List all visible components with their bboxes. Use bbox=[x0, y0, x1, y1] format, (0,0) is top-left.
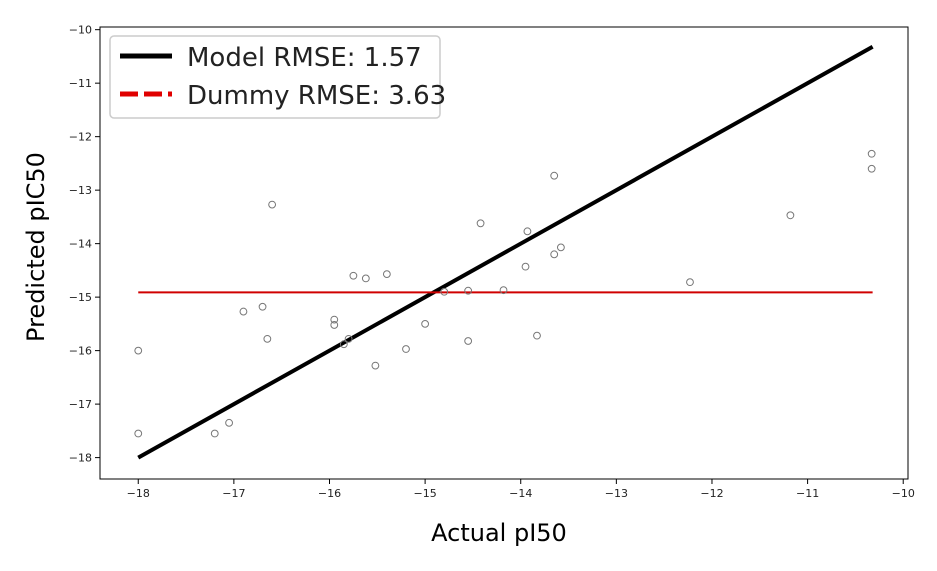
x-tick-label: −17 bbox=[222, 487, 245, 500]
data-point bbox=[421, 319, 430, 328]
y-tick-label: −13 bbox=[69, 184, 92, 197]
x-tick-label: −12 bbox=[700, 487, 723, 500]
data-point bbox=[330, 315, 339, 324]
data-point bbox=[533, 331, 541, 340]
data-point bbox=[440, 287, 449, 296]
data-point bbox=[268, 200, 277, 209]
y-axis-ticks: −18 −17 −16 −15 −14 −13 −12 −11 −10 bbox=[69, 24, 100, 465]
data-point bbox=[210, 429, 219, 438]
x-tick-label: −13 bbox=[605, 487, 628, 500]
data-point bbox=[521, 262, 530, 271]
data-point bbox=[464, 286, 473, 295]
data-point bbox=[361, 274, 370, 283]
y-tick-label: −12 bbox=[69, 131, 92, 144]
y-tick-label: −16 bbox=[69, 345, 92, 358]
data-point bbox=[349, 271, 358, 280]
y-axis-title: Predicted pIC50 bbox=[22, 152, 50, 342]
y-tick-label: −10 bbox=[69, 24, 92, 37]
x-tick-label: −14 bbox=[509, 487, 532, 500]
data-point bbox=[550, 250, 559, 259]
x-tick-label: −10 bbox=[892, 487, 915, 500]
data-point bbox=[239, 307, 248, 316]
y-tick-label: −18 bbox=[69, 452, 92, 465]
x-tick-label: −11 bbox=[796, 487, 819, 500]
legend: Model RMSE: 1.57 Dummy RMSE: 3.63 bbox=[109, 35, 446, 119]
data-point bbox=[499, 286, 508, 295]
x-axis-title: Actual pI50 bbox=[431, 519, 567, 547]
data-points bbox=[134, 149, 876, 438]
data-point bbox=[330, 321, 339, 329]
data-point bbox=[550, 171, 559, 180]
data-point bbox=[556, 243, 565, 252]
y-tick-label: −17 bbox=[69, 398, 92, 411]
data-point bbox=[371, 361, 380, 370]
data-point bbox=[402, 345, 410, 353]
data-point bbox=[225, 418, 233, 427]
data-point bbox=[523, 227, 532, 236]
data-point bbox=[382, 270, 391, 279]
data-point bbox=[344, 334, 353, 343]
data-point bbox=[339, 340, 348, 349]
data-point bbox=[476, 219, 485, 228]
data-point bbox=[258, 302, 267, 311]
legend-box bbox=[109, 35, 441, 119]
data-point bbox=[786, 211, 795, 220]
legend-model-label: Model RMSE: 1.57 bbox=[187, 43, 422, 73]
data-point bbox=[263, 334, 272, 343]
data-point bbox=[867, 164, 876, 173]
data-point bbox=[134, 429, 143, 438]
data-point bbox=[686, 278, 694, 287]
y-tick-label: −15 bbox=[69, 291, 92, 304]
series-lines bbox=[137, 45, 874, 460]
data-point bbox=[134, 346, 143, 355]
x-tick-label: −18 bbox=[127, 487, 150, 500]
x-axis-ticks: −18 −17 −16 −15 −14 −13 −12 −11 −10 bbox=[127, 479, 915, 500]
data-point bbox=[867, 149, 876, 158]
y-tick-label: −14 bbox=[69, 238, 92, 251]
data-point bbox=[464, 337, 473, 345]
x-tick-label: −16 bbox=[318, 487, 341, 500]
y-tick-label: −11 bbox=[69, 77, 92, 90]
x-tick-label: −15 bbox=[414, 487, 437, 500]
model-fit-line bbox=[137, 45, 874, 460]
legend-dummy-label: Dummy RMSE: 3.63 bbox=[187, 81, 446, 111]
